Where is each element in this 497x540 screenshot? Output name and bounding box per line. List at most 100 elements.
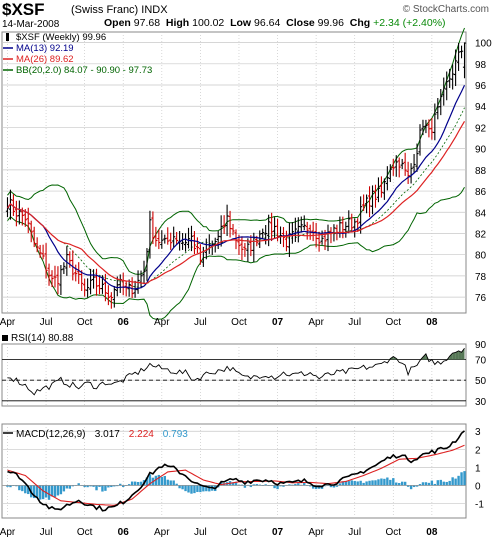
ohlc-bar [189, 225, 194, 252]
ohlc-bar [192, 231, 197, 255]
macd-histogram-bar [77, 483, 80, 486]
symbol-name: (Swiss Franc) INDX [71, 4, 168, 16]
macd-histogram-bar [110, 485, 113, 488]
macd-histogram-bar [178, 485, 181, 489]
macd-histogram-bar [41, 485, 45, 500]
macd-histogram-bar [95, 485, 98, 491]
ohlc-bar [88, 268, 93, 295]
macd-histogram-bar [44, 485, 48, 498]
macd-histogram-bar [35, 485, 39, 498]
ohlc-bar [391, 158, 395, 176]
macd-histogram-bar [395, 482, 398, 486]
ohlc-bar [14, 200, 18, 227]
ohlc-bar [148, 210, 152, 259]
macd-histogram-bar [24, 485, 27, 494]
ohlc-bar [400, 158, 404, 170]
macd-histogram-bar [101, 485, 104, 492]
macd-histogram-bar [406, 485, 410, 487]
ohlc-bar [216, 230, 220, 250]
rsi-line [7, 348, 465, 396]
price-panel-y-tick-label: 94 [475, 102, 487, 113]
macd-histogram-bar [113, 485, 116, 487]
macd-histogram-bar [208, 485, 211, 492]
macd-histogram-bar [18, 485, 21, 491]
ohlc-bar [186, 227, 191, 249]
macd-histogram-bar [344, 480, 348, 486]
macd-x-label: 06 [118, 527, 130, 538]
price-legend-label: BB(20,2.0) 84.07 - 90.90 - 97.73 [16, 65, 152, 76]
macd-histogram-bar [439, 479, 442, 486]
macd-histogram-bar [276, 485, 279, 490]
price-panel-y-tick-label: 76 [475, 293, 487, 304]
macd-histogram-bar [160, 476, 164, 486]
price-panel-y-tick-label: 100 [475, 39, 492, 50]
macd-histogram-bar [412, 485, 416, 488]
rsi-panel-y-tick-label: 50 [475, 376, 487, 387]
price-x-label: 07 [272, 317, 284, 328]
macd-histogram-bar [282, 485, 285, 487]
ohlc-bar [427, 119, 431, 138]
rsi-overbought-fill [422, 353, 426, 360]
ohlc-bar [379, 176, 384, 198]
macd-histogram-bar [335, 485, 339, 487]
macd-line [7, 430, 465, 512]
ohlc-bar [287, 222, 292, 257]
macd-histogram-bar [86, 485, 89, 488]
macd-histogram-bar [62, 485, 66, 492]
ohlc-bar [430, 117, 434, 140]
macd-histogram-bar [460, 472, 463, 486]
ma26-line [7, 120, 466, 285]
ohlc-bar [172, 226, 176, 248]
price-panel-y-tick-label: 88 [475, 166, 487, 177]
macd-histogram-bar [463, 471, 466, 486]
macd-histogram-bar [83, 485, 86, 488]
macd-histogram-bar [181, 485, 184, 490]
price-panel-y-tick-label: 86 [475, 187, 487, 198]
ohlc-bar [180, 233, 185, 250]
macd-histogram-bar [454, 478, 457, 486]
macd-histogram-bar [347, 481, 350, 486]
macd-x-label: 07 [272, 527, 284, 538]
ohlc-bar [222, 215, 226, 235]
ohlc-bar [376, 177, 381, 203]
price-x-label: Jul [194, 317, 207, 328]
ohlc-bar [106, 285, 110, 306]
ohlc-bar [302, 215, 306, 230]
price-x-label: Jul [40, 317, 53, 328]
rsi-overbought-fill [449, 353, 453, 360]
close-label: Close [286, 17, 315, 29]
macd-histogram-bar [107, 485, 110, 488]
ohlc-bar [56, 266, 60, 295]
ohlc-bar [74, 264, 78, 282]
ma13-line [7, 85, 466, 290]
ohlc-bar [459, 45, 464, 59]
ohlc-bar [406, 161, 410, 185]
ohlc-bar [86, 278, 90, 298]
ohlc-bar [91, 269, 96, 289]
macd-histogram-bar [169, 480, 172, 486]
high-label: High [165, 17, 190, 29]
macd-panel-frame [1, 423, 467, 519]
ohlc-bar [403, 152, 407, 176]
change-label: Chg [349, 17, 371, 29]
macd-histogram-bar [427, 482, 431, 486]
macd-histogram-bar [338, 483, 342, 486]
macd-histogram-bar [148, 474, 152, 486]
macd-histogram-bar [442, 481, 445, 486]
bollinger-upper-line [7, 27, 465, 275]
ohlc-bar [296, 217, 300, 243]
macd-histogram-bar [139, 481, 143, 486]
quote-date: 14-Mar-2008 [2, 19, 60, 30]
ohlc-bar [264, 225, 268, 245]
low-label: Low [230, 17, 252, 29]
ohlc-bar [160, 230, 164, 249]
ohlc-bar [462, 42, 467, 79]
macd-histogram-bar [127, 484, 131, 486]
macd-histogram-bar [389, 479, 392, 486]
ohlc-bar [311, 221, 315, 242]
ohlc-bar [231, 224, 235, 236]
low-value: 96.64 [254, 17, 281, 29]
macd-histogram-bar [436, 480, 440, 486]
